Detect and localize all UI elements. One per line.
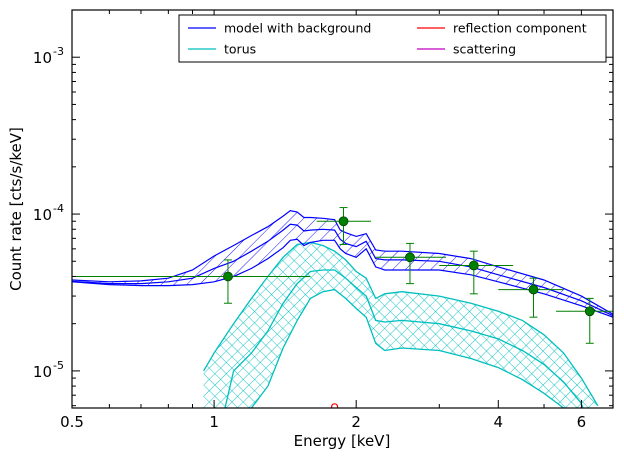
legend-label-0: model with background — [224, 21, 371, 36]
data-point-4 — [528, 284, 539, 295]
data-point-3 — [468, 260, 479, 271]
plot-frame — [71, 9, 614, 409]
torus-band — [203, 242, 598, 408]
data-point-5 — [584, 306, 595, 317]
torus-line-lower — [250, 288, 565, 408]
model-line-lower — [72, 238, 613, 318]
model-band — [72, 210, 613, 318]
y-tick-exp-2: -3 — [53, 45, 64, 58]
axes: 0.5 1 2 4 610-510-410-3 — [33, 9, 614, 431]
plot-area — [72, 207, 613, 408]
legend-box — [178, 14, 607, 63]
torus-line-middle — [224, 269, 584, 408]
y-tick-label-2: 10 — [33, 49, 52, 67]
reflection-point — [330, 403, 339, 408]
legend-label-2: torus — [224, 42, 256, 57]
model-line-upper — [72, 210, 613, 315]
legend-label-3: scattering — [453, 42, 516, 57]
x-tick-label-1: 1 — [209, 413, 219, 431]
y-tick-exp-1: -4 — [53, 202, 64, 215]
y-axis-label: Count rate [cts/s/keV] — [7, 127, 25, 291]
x-tick-label-4: 6 — [577, 413, 587, 431]
legend: model with background reflection componen… — [178, 14, 607, 63]
data-point-0 — [223, 271, 233, 282]
x-tick-label-0: 0.5 — [60, 413, 84, 431]
model-line-middle — [72, 223, 613, 317]
data-point-2 — [405, 252, 415, 263]
y-tick-label-1: 10 — [33, 206, 52, 224]
y-tick-label-0: 10 — [33, 363, 52, 381]
y-tick-exp-0: -5 — [53, 359, 64, 372]
x-tick-label-3: 4 — [494, 413, 504, 431]
data-point-1 — [338, 216, 349, 227]
x-axis-label: Energy [keV] — [294, 432, 391, 450]
x-tick-label-2: 2 — [351, 413, 361, 431]
legend-label-1: reflection component — [453, 21, 587, 36]
torus-line-upper — [203, 241, 599, 407]
